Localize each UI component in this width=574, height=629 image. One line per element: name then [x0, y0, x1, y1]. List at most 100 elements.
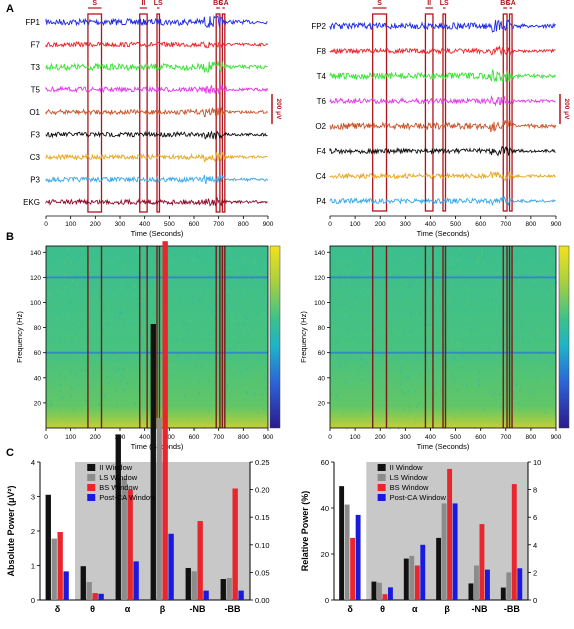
- spectrogram-texture: [144, 291, 146, 294]
- spectrogram-texture: [222, 255, 224, 259]
- bar: [403, 558, 409, 600]
- spectrogram-texture: [539, 319, 541, 322]
- spectrogram-texture: [351, 250, 353, 253]
- spectrogram-texture: [364, 352, 366, 356]
- spectrogram-texture: [241, 282, 244, 286]
- spectrogram-texture: [153, 260, 155, 263]
- bar: [127, 489, 133, 600]
- spectrogram-texture: [468, 319, 470, 322]
- spectrogram-texture: [358, 355, 360, 359]
- spectrogram-texture: [94, 284, 96, 288]
- spectrogram-texture: [516, 383, 518, 387]
- spectrogram-texture: [469, 275, 471, 278]
- spectrogram-texture: [199, 250, 201, 253]
- spectrogram-texture: [245, 302, 248, 306]
- bar: [414, 565, 420, 600]
- spectrogram-texture: [406, 376, 408, 379]
- spectrogram-texture: [443, 380, 445, 383]
- spectrogram-texture: [554, 349, 556, 353]
- spectrogram-texture: [95, 357, 97, 361]
- spectrogram-texture: [451, 373, 453, 377]
- spectrogram-texture: [411, 280, 413, 284]
- spectrogram-texture: [255, 343, 257, 347]
- spectrogram-texture: [395, 273, 397, 276]
- spectrogram-texture: [430, 326, 432, 330]
- spectrogram-texture: [504, 343, 506, 346]
- spectrogram-texture: [401, 321, 403, 324]
- spectrogram-texture: [233, 335, 235, 339]
- spectrogram-texture: [191, 319, 193, 323]
- spectrogram-texture: [70, 395, 72, 398]
- x-axis-label: Time (Seconds): [131, 229, 184, 238]
- spectrogram-texture: [364, 291, 366, 294]
- spectrogram-texture: [92, 375, 94, 378]
- spectrogram-texture: [447, 299, 449, 303]
- channel-label: FP1: [25, 18, 40, 27]
- spectrogram-texture: [176, 353, 178, 357]
- spectrogram-texture: [192, 297, 194, 300]
- spectrogram-texture: [394, 299, 396, 303]
- spectrogram-texture: [93, 307, 95, 311]
- spectrogram-texture: [254, 392, 256, 396]
- spectrogram-texture: [85, 399, 87, 403]
- spectrogram-texture: [348, 329, 350, 333]
- spectrogram-texture: [528, 307, 530, 310]
- spectrogram-texture: [108, 343, 110, 346]
- x-tick-label: 900: [263, 434, 274, 441]
- x-tick-label: 500: [164, 434, 175, 441]
- y-tick-label: 140: [314, 250, 325, 257]
- spectrogram-texture: [553, 387, 555, 390]
- spectrogram-texture: [408, 334, 410, 337]
- spectrogram-texture: [177, 339, 179, 342]
- bar: [468, 583, 474, 600]
- spectrogram-texture: [340, 303, 343, 306]
- spectrogram-texture: [519, 395, 521, 398]
- spectrogram-texture: [404, 321, 406, 325]
- legend-label: BS Window: [99, 483, 138, 492]
- y-tick-label: 1: [31, 562, 35, 571]
- channel-label: EKG: [23, 198, 40, 207]
- spectrogram-texture: [48, 294, 50, 297]
- x-tick-label: 900: [551, 221, 562, 228]
- x-axis-label: Time (Seconds): [417, 229, 470, 238]
- spectrogram-texture: [51, 401, 53, 404]
- spectrogram-texture: [408, 302, 410, 306]
- spectrogram-texture: [225, 291, 227, 295]
- bar: [409, 555, 415, 600]
- spectrogram-texture: [487, 261, 489, 264]
- spectrogram-texture: [356, 272, 358, 275]
- spectrogram-texture: [69, 341, 71, 344]
- spectrogram-texture: [60, 348, 62, 352]
- spectrogram-texture: [187, 329, 190, 333]
- spectrogram-texture: [118, 315, 120, 319]
- event-window: [424, 13, 434, 212]
- channel-label: C4: [316, 172, 327, 181]
- spectrogram-texture: [341, 338, 343, 341]
- spectrogram-texture: [363, 293, 365, 297]
- spectrogram-texture: [333, 325, 335, 329]
- spectrogram-texture: [259, 339, 262, 342]
- bar: [156, 417, 162, 600]
- bar: [150, 324, 156, 600]
- spectrogram-texture: [251, 352, 253, 356]
- spectrogram-texture: [241, 346, 243, 349]
- spectrogram-texture: [255, 246, 257, 249]
- spectrogram-texture: [394, 327, 396, 330]
- spectrogram-texture: [521, 337, 523, 341]
- spectrogram-texture: [212, 316, 214, 319]
- spectrogram-texture: [352, 284, 355, 287]
- spectrogram-texture: [478, 383, 480, 387]
- spectrogram-texture: [471, 388, 473, 392]
- spectrogram-texture: [337, 263, 339, 266]
- spectrogram-texture: [387, 337, 389, 340]
- spectrogram-texture: [61, 396, 64, 399]
- spectrogram-texture: [390, 330, 392, 334]
- spectrogram-texture: [367, 366, 369, 370]
- spectrogram-texture: [338, 364, 340, 367]
- spectrogram-texture: [50, 293, 52, 296]
- spectrogram-texture: [534, 284, 536, 288]
- spectrogram-texture: [168, 249, 170, 252]
- spectrogram-texture: [368, 349, 370, 353]
